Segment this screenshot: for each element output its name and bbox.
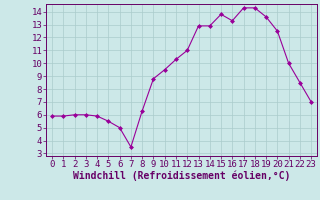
X-axis label: Windchill (Refroidissement éolien,°C): Windchill (Refroidissement éolien,°C) bbox=[73, 171, 290, 181]
